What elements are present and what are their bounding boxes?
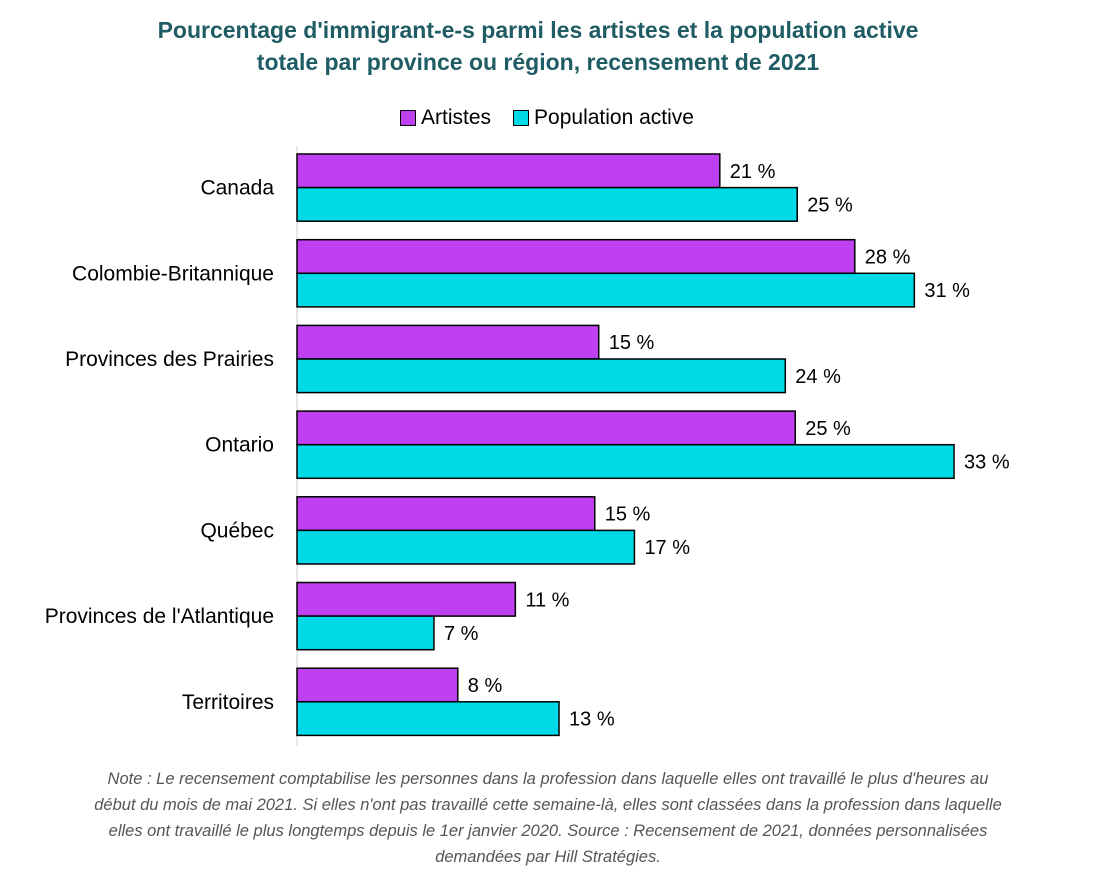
note-line-2: début du mois de mai 2021. Si elles n'on… bbox=[94, 796, 1002, 814]
chart-title-line-2: totale par province ou région, recenseme… bbox=[256, 49, 820, 75]
category-label-canada: Canada bbox=[200, 177, 274, 200]
data-label-artistes-ontario: 25 % bbox=[805, 418, 851, 440]
note-line-4: demandées par Hill Stratégies. bbox=[435, 848, 661, 866]
chart-note: Note : Le recensement comptabilise les p… bbox=[20, 766, 1076, 870]
bar-artistes-provinces-des-prairies bbox=[296, 324, 600, 360]
category-label-territoires: Territoires bbox=[182, 691, 274, 714]
data-label-artistes-provinces-de-l-atlantique: 11 % bbox=[525, 589, 569, 611]
bar-population-active-provinces-de-l-atlantique bbox=[296, 615, 435, 651]
legend-swatch-artistes bbox=[400, 110, 417, 126]
bar-artistes-territoires bbox=[296, 667, 459, 703]
data-label-population-active-territoires: 13 % bbox=[569, 709, 615, 731]
note-line-3: elles ont travaillé le plus longtemps de… bbox=[108, 822, 988, 840]
chart-title: Pourcentage d'immigrant-e-s parmi les ar… bbox=[0, 14, 1076, 78]
chart-legend: Artistes Population active bbox=[0, 106, 1096, 130]
bar-population-active-canada bbox=[296, 186, 798, 222]
bar-artistes-ontario bbox=[296, 410, 796, 446]
bar-population-active-provinces-des-prairies bbox=[296, 358, 787, 394]
category-label-provinces-des-prairies: Provinces des Prairies bbox=[65, 348, 274, 371]
note-line-1: Note : Le recensement comptabilise les p… bbox=[107, 770, 989, 788]
data-label-population-active-canada: 25 % bbox=[807, 194, 853, 216]
legend-label-artistes: Artistes bbox=[421, 106, 492, 129]
bar-population-active-colombie-britannique bbox=[296, 272, 916, 308]
data-label-population-active-provinces-de-l-atlantique: 7 % bbox=[444, 623, 479, 645]
chart-title-line-1: Pourcentage d'immigrant-e-s parmi les ar… bbox=[157, 17, 919, 43]
data-label-artistes-canada: 21 % bbox=[730, 161, 776, 183]
bar-chart: Canada 21 % 25 % Colombie-Britannique 28 % 31… bbox=[45, 146, 1010, 746]
data-label-population-active-quebec: 17 % bbox=[644, 537, 690, 559]
data-label-artistes-provinces-des-prairies: 15 % bbox=[609, 332, 655, 354]
bar-artistes-provinces-de-l-atlantique bbox=[296, 581, 517, 617]
data-label-artistes-colombie-britannique: 28 % bbox=[865, 247, 911, 269]
category-label-ontario: Ontario bbox=[205, 434, 274, 457]
bar-population-active-quebec bbox=[296, 529, 636, 565]
data-label-population-active-provinces-des-prairies: 24 % bbox=[795, 366, 841, 388]
bar-artistes-quebec bbox=[296, 496, 596, 532]
category-label-colombie-britannique: Colombie-Britannique bbox=[72, 262, 274, 285]
bar-artistes-canada bbox=[296, 153, 721, 189]
legend-swatch-population-active bbox=[513, 110, 530, 126]
data-label-artistes-quebec: 15 % bbox=[605, 504, 651, 526]
bar-population-active-territoires bbox=[296, 701, 560, 737]
legend-item-population-active: Population active bbox=[513, 106, 694, 130]
data-label-population-active-ontario: 33 % bbox=[964, 452, 1010, 474]
bar-population-active-ontario bbox=[296, 443, 955, 480]
category-label-provinces-de-l-atlantique: Provinces de l'Atlantique bbox=[45, 605, 274, 628]
bar-artistes-colombie-britannique bbox=[296, 238, 856, 275]
data-label-artistes-territoires: 8 % bbox=[468, 675, 503, 697]
legend-label-population-active: Population active bbox=[534, 106, 694, 129]
legend-item-artistes: Artistes bbox=[400, 106, 491, 130]
category-label-quebec: Québec bbox=[200, 519, 274, 542]
data-label-population-active-colombie-britannique: 31 % bbox=[924, 280, 970, 302]
